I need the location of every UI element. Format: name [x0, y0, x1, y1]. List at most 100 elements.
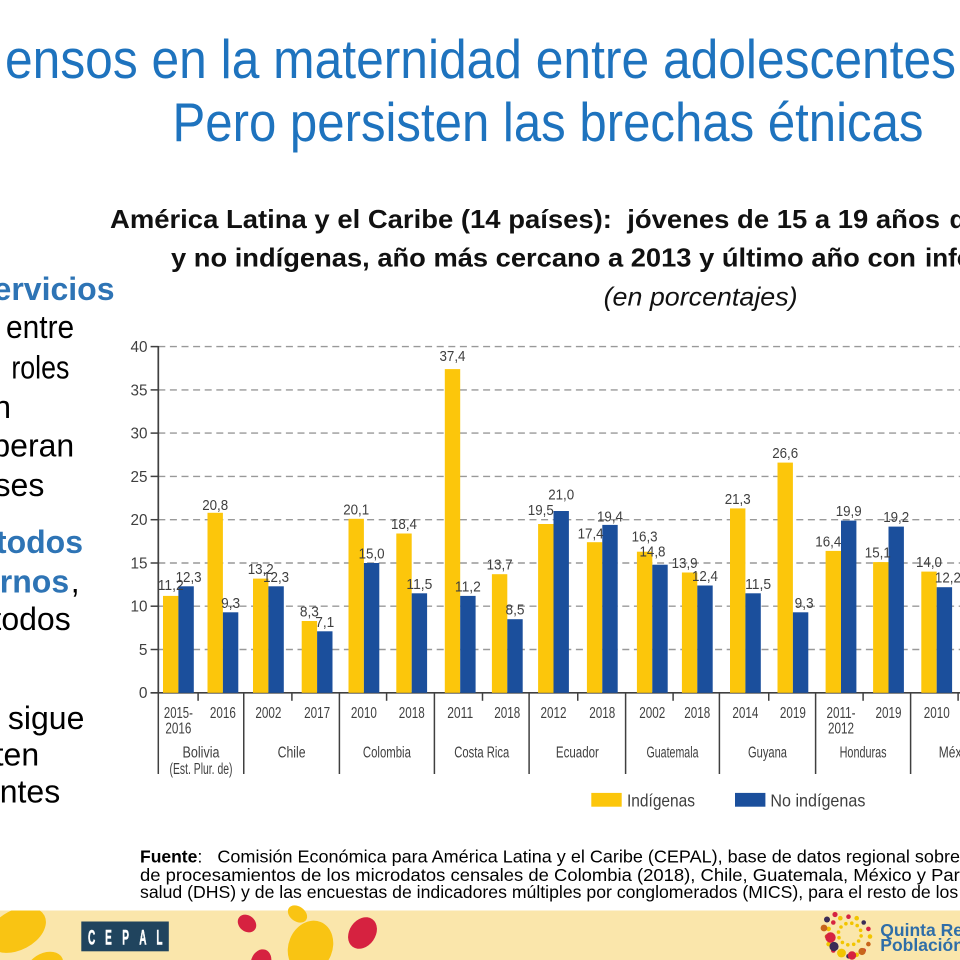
svg-text:2011: 2011 [447, 705, 473, 722]
svg-text:10: 10 [131, 599, 148, 616]
svg-text:16,4: 16,4 [815, 534, 841, 550]
svg-text:P: P [122, 926, 129, 949]
svg-text:13,7: 13,7 [487, 558, 513, 574]
svg-text:14,0: 14,0 [916, 555, 942, 571]
svg-text:2010: 2010 [924, 705, 950, 722]
svg-text:ten: ten [0, 737, 39, 773]
svg-text:2016: 2016 [165, 720, 191, 737]
svg-text:11,2: 11,2 [455, 579, 481, 595]
svg-text:26,6: 26,6 [772, 446, 798, 462]
svg-text:40: 40 [131, 339, 148, 356]
svg-text:12,3: 12,3 [176, 570, 202, 586]
svg-text:9,3: 9,3 [795, 596, 814, 612]
svg-text:ntes: ntes [0, 774, 60, 810]
svg-text:16,3: 16,3 [632, 530, 658, 546]
svg-text:2016: 2016 [210, 705, 236, 722]
svg-text:roles: roles [11, 350, 69, 386]
svg-text:No indígenas: No indígenas [770, 791, 865, 811]
svg-text:E: E [105, 926, 112, 949]
svg-text:sigue: sigue [8, 700, 85, 736]
svg-text:20,8: 20,8 [202, 498, 228, 514]
svg-text:Honduras: Honduras [840, 745, 887, 762]
svg-text:información: información [925, 243, 960, 273]
svg-text:8,3: 8,3 [300, 605, 319, 621]
svg-text:20: 20 [131, 512, 148, 529]
svg-text:Ecuador: Ecuador [556, 745, 599, 762]
svg-text:19,4: 19,4 [597, 510, 623, 526]
svg-text:2018: 2018 [399, 705, 425, 722]
svg-text:ensos en la maternidad entre a: ensos en la maternidad entre adolescente… [5, 28, 956, 90]
svg-text:2015-: 2015- [164, 705, 193, 722]
svg-text:14,8: 14,8 [640, 545, 666, 561]
svg-text:Quinta Reunión: Quinta Reunión [880, 920, 960, 940]
svg-text:12,4: 12,4 [692, 569, 718, 585]
svg-text:y no indígenas, año más cercan: y no indígenas, año más cercano a 2013 y… [171, 243, 916, 273]
svg-text:Indígenas: Indígenas [627, 791, 695, 811]
svg-text:19,9: 19,9 [836, 504, 862, 520]
svg-text:salud (DHS) y de las encuestas: salud (DHS) y de las encuestas de indica… [140, 882, 960, 902]
svg-text:17,4: 17,4 [578, 527, 604, 543]
svg-text:Bolivia: Bolivia [183, 745, 220, 762]
svg-text:2019: 2019 [876, 705, 902, 722]
svg-text:2012: 2012 [541, 705, 567, 722]
svg-text:C: C [88, 926, 95, 949]
svg-text:Colombia: Colombia [363, 745, 411, 762]
svg-text:entre: entre [6, 309, 74, 345]
svg-text:2014: 2014 [732, 705, 758, 722]
svg-text:15: 15 [131, 555, 148, 572]
svg-text:: Comisión Económica para Am: : Comisión Económica para América Latina… [197, 847, 960, 867]
svg-text:2011-: 2011- [827, 705, 856, 722]
svg-text:13,9: 13,9 [672, 556, 698, 572]
svg-text:Población y De: Población y De [880, 935, 960, 955]
svg-text:11,2: 11,2 [158, 578, 184, 594]
svg-text:2012: 2012 [828, 720, 854, 737]
svg-text:35: 35 [131, 382, 148, 399]
svg-text:30: 30 [131, 426, 148, 443]
svg-text:peran: peran [0, 428, 74, 464]
svg-text:2002: 2002 [639, 705, 665, 722]
svg-text:Guatemala: Guatemala [647, 745, 699, 762]
svg-text:todos: todos [0, 524, 83, 560]
svg-text:étodos: étodos [0, 601, 71, 637]
svg-text:servicios: servicios [0, 271, 115, 307]
svg-text:México: México [939, 745, 960, 762]
svg-text:21,0: 21,0 [548, 488, 574, 504]
svg-text:15,1: 15,1 [865, 546, 891, 562]
svg-text:13,2: 13,2 [248, 562, 274, 578]
svg-text:que: que [950, 204, 960, 234]
svg-text:L: L [156, 926, 162, 949]
svg-text:12,3: 12,3 [263, 570, 289, 586]
svg-text:18,4: 18,4 [391, 517, 417, 533]
svg-text:Chile: Chile [278, 745, 306, 762]
svg-text:9,3: 9,3 [221, 596, 240, 612]
svg-text:19,2: 19,2 [883, 510, 909, 526]
svg-text:37,4: 37,4 [440, 349, 466, 365]
svg-text:15,0: 15,0 [359, 547, 385, 563]
svg-text:12,2: 12,2 [935, 571, 960, 587]
svg-text:,: , [71, 564, 80, 600]
svg-text:2018: 2018 [684, 705, 710, 722]
svg-text:ses: ses [0, 467, 44, 503]
svg-text:América Latina y el Caribe (14: América Latina y el Caribe (14 países): … [110, 204, 940, 234]
svg-text:Costa Rica: Costa Rica [454, 745, 509, 762]
svg-text:11,5: 11,5 [406, 577, 432, 593]
svg-text:0: 0 [139, 685, 148, 702]
svg-text:5: 5 [139, 642, 148, 659]
svg-text:21,3: 21,3 [725, 492, 751, 508]
svg-text:Fuente: Fuente [140, 847, 198, 867]
svg-text:de procesamientos de los micro: de procesamientos de los microdatos cens… [140, 865, 960, 885]
svg-text:11,5: 11,5 [745, 577, 771, 593]
svg-text:2002: 2002 [255, 705, 281, 722]
svg-text:(en porcentajes): (en porcentajes) [604, 281, 798, 311]
svg-text:2010: 2010 [351, 705, 377, 722]
svg-text:2017: 2017 [304, 705, 330, 722]
svg-text:n: n [0, 389, 11, 425]
svg-text:Guyana: Guyana [748, 745, 787, 762]
svg-text:25: 25 [131, 469, 148, 486]
svg-text:7,1: 7,1 [315, 615, 334, 631]
svg-text:20,1: 20,1 [343, 502, 369, 518]
svg-text:ernos: ernos [0, 564, 69, 600]
svg-text:2018: 2018 [494, 705, 520, 722]
svg-text:A: A [139, 926, 146, 949]
svg-text:2018: 2018 [589, 705, 615, 722]
